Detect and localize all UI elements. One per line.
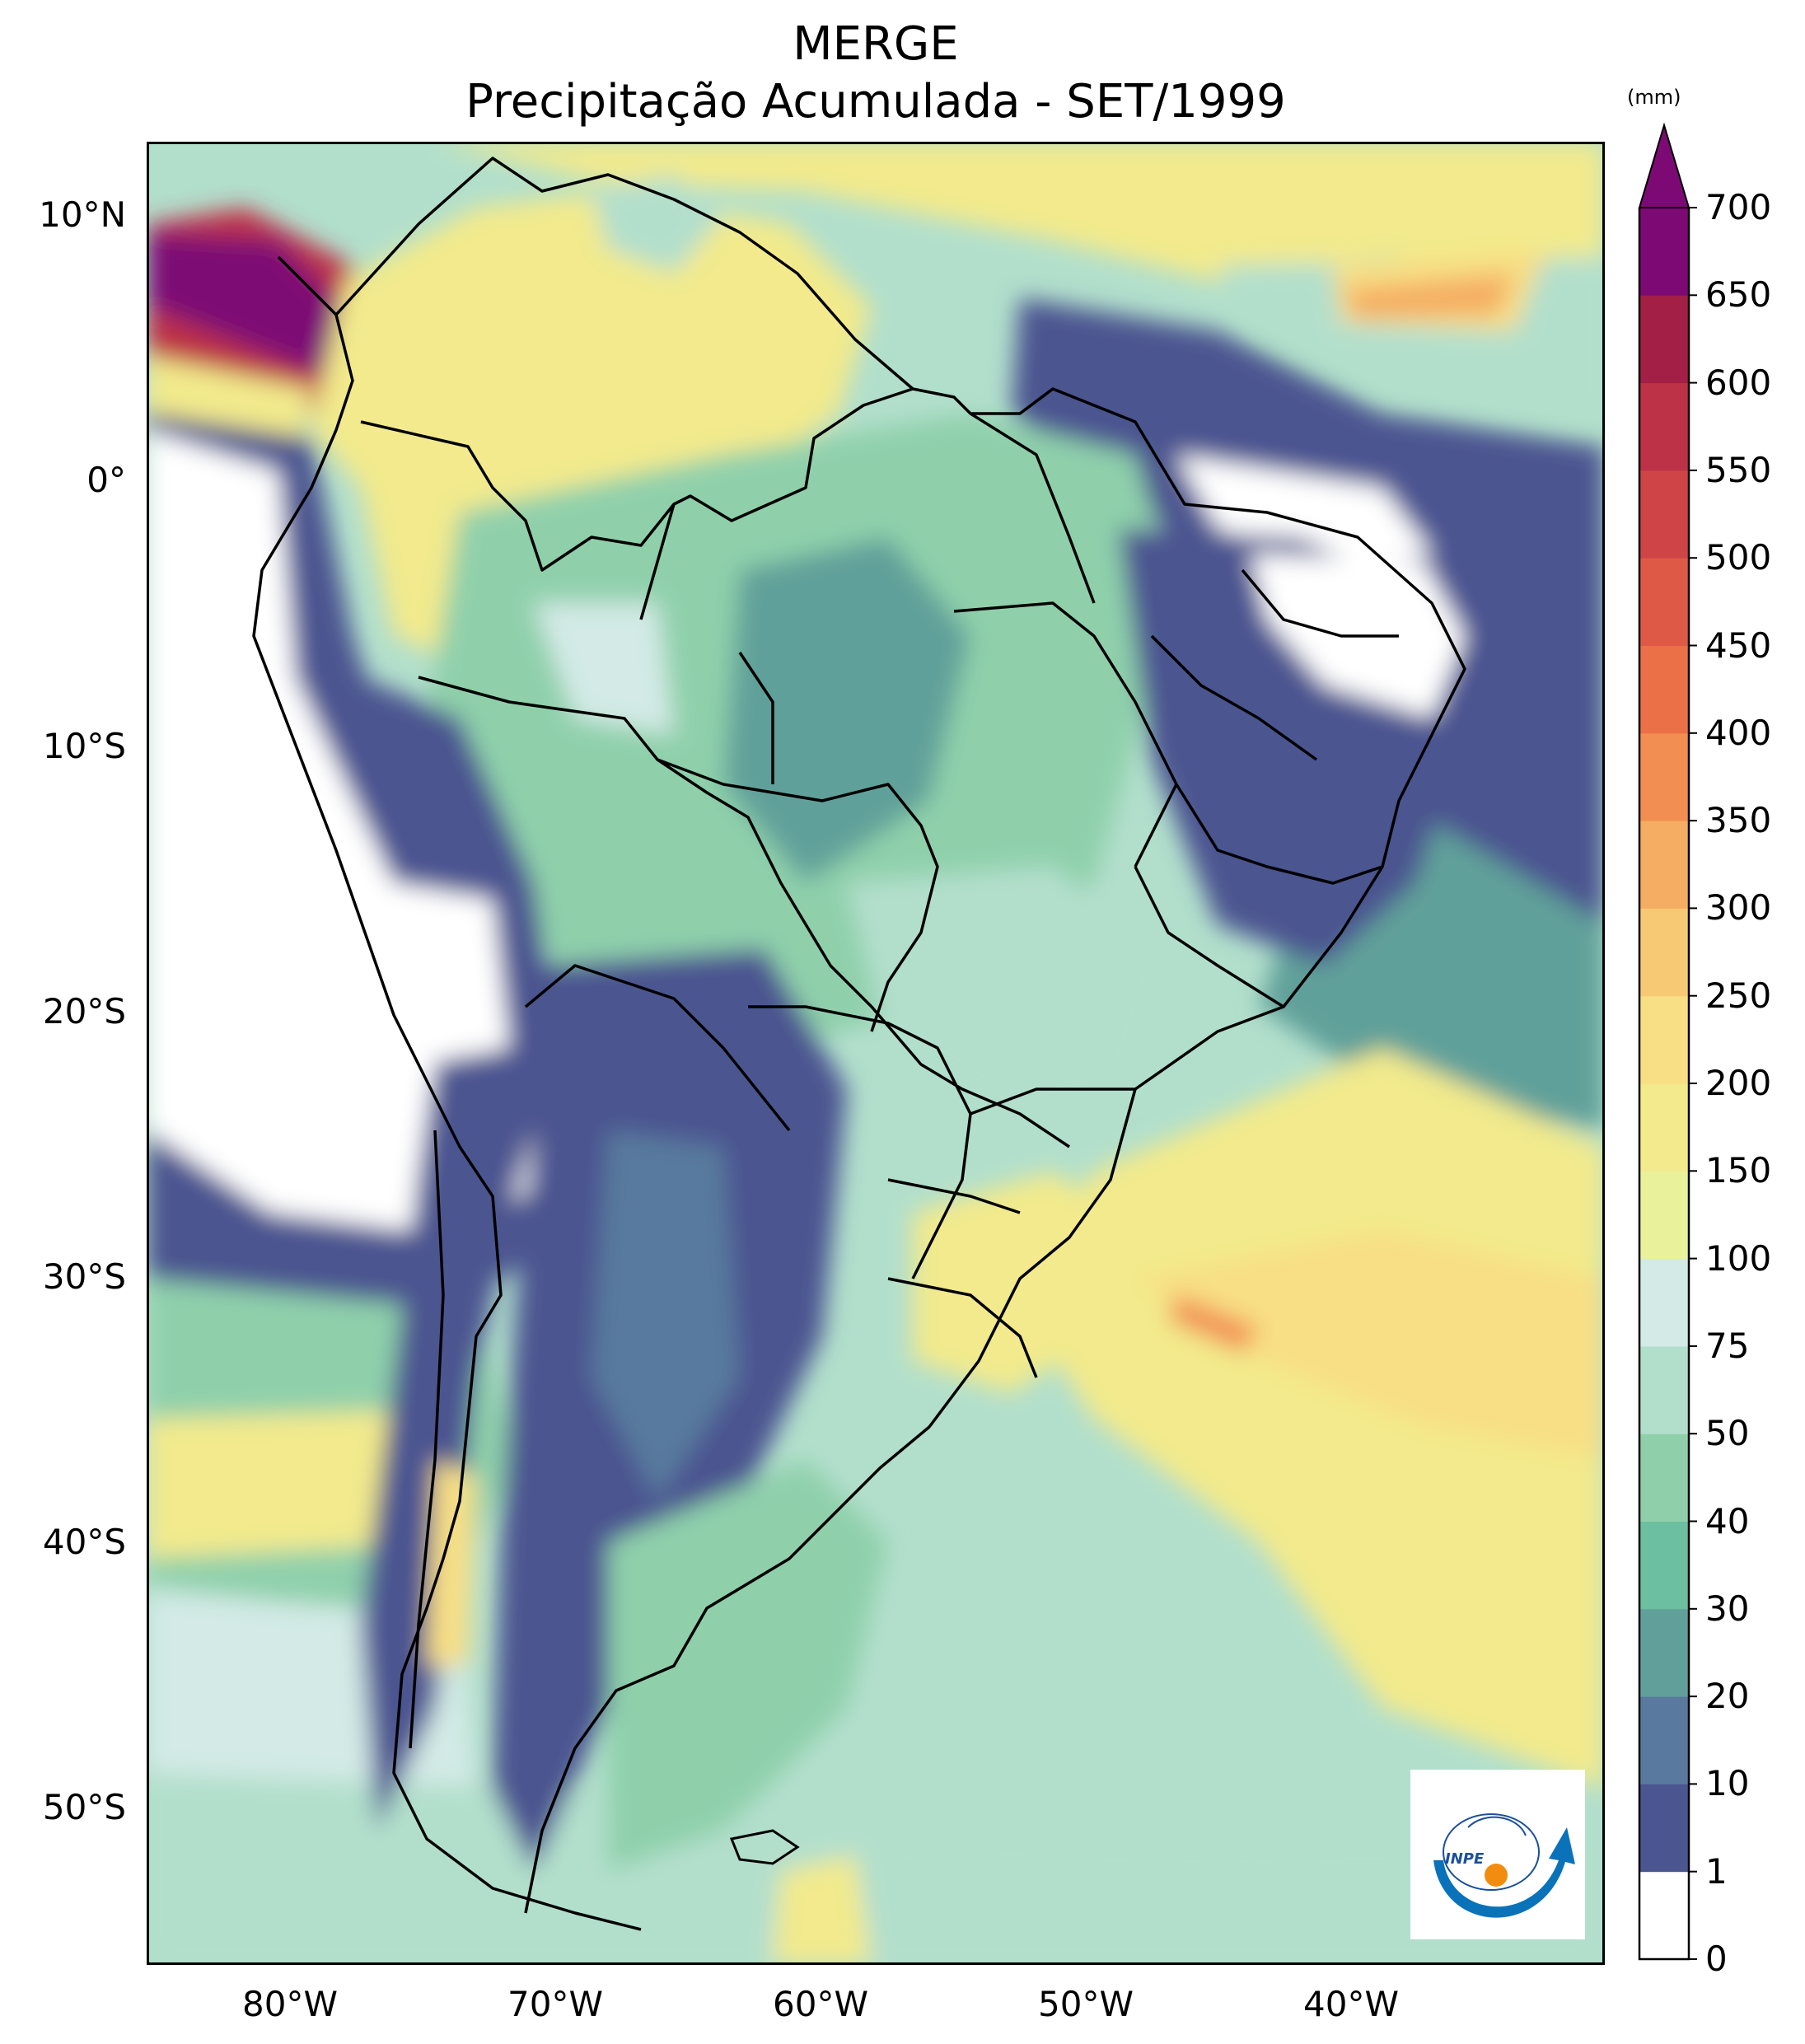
lat-label-50S: 50°S bbox=[42, 1787, 126, 1827]
colorbar-tick-label: 50 bbox=[1705, 1413, 1750, 1454]
colorbar-tick-label: 20 bbox=[1705, 1676, 1750, 1717]
colorbar-segment bbox=[1639, 908, 1689, 997]
colorbar-unit: (mm) bbox=[1627, 86, 1681, 109]
colorbar-segment bbox=[1639, 208, 1689, 296]
colorbar-tick-label: 300 bbox=[1705, 887, 1772, 928]
colorbar-segment bbox=[1639, 1608, 1689, 1697]
inpe-logo: INPE bbox=[1410, 1770, 1585, 1939]
colorbar-segment bbox=[1639, 1871, 1689, 1960]
colorbar-segment bbox=[1639, 470, 1689, 559]
country-borders bbox=[252, 157, 1466, 1931]
colorbar-segment bbox=[1639, 995, 1689, 1084]
colorbar-segment bbox=[1639, 1345, 1689, 1434]
colorbar-segment bbox=[1639, 1784, 1689, 1873]
lat-label-20S: 20°S bbox=[42, 991, 126, 1031]
map-frame bbox=[147, 142, 1605, 1965]
colorbar-segment bbox=[1639, 558, 1689, 646]
lat-label-0: 0° bbox=[87, 460, 126, 500]
lon-label-40W: 40°W bbox=[1303, 1984, 1399, 2024]
colorbar-segment bbox=[1639, 1696, 1689, 1784]
lat-label-10N: 10°N bbox=[39, 194, 126, 235]
colorbar-tick-label: 75 bbox=[1705, 1325, 1750, 1366]
colorbar-tick-label: 30 bbox=[1705, 1588, 1750, 1629]
colorbar-tick-label: 10 bbox=[1705, 1763, 1750, 1804]
colorbar-segment bbox=[1639, 295, 1689, 384]
colorbar-tick-label: 650 bbox=[1705, 274, 1772, 316]
colorbar-segment bbox=[1639, 1434, 1689, 1522]
colorbar-tick-label: 40 bbox=[1705, 1500, 1750, 1541]
lon-label-70W: 70°W bbox=[507, 1984, 603, 2024]
colorbar-segment bbox=[1639, 1258, 1689, 1347]
colorbar-segment bbox=[1639, 382, 1689, 471]
logo-text: INPE bbox=[1445, 1850, 1485, 1868]
precipitation-map: INPE bbox=[147, 142, 1605, 1965]
lon-label-60W: 60°W bbox=[773, 1984, 868, 2024]
colorbar-tick-label: 0 bbox=[1705, 1939, 1728, 1979]
colorbar bbox=[1638, 122, 1697, 1961]
map-title: MERGE bbox=[793, 17, 959, 71]
colorbar-segment bbox=[1639, 1083, 1689, 1172]
colorbar-tick-label: 400 bbox=[1705, 712, 1772, 753]
colorbar-segment bbox=[1639, 732, 1689, 821]
lon-label-80W: 80°W bbox=[242, 1984, 338, 2024]
colorbar-segment bbox=[1639, 1521, 1689, 1610]
colorbar-tick-label: 200 bbox=[1705, 1063, 1772, 1103]
lat-label-10S: 10°S bbox=[42, 726, 126, 766]
colorbar-segment bbox=[1639, 1171, 1689, 1260]
colorbar-extend-arrow bbox=[1638, 122, 1690, 208]
lat-label-40S: 40°S bbox=[42, 1522, 126, 1562]
lon-label-50W: 50°W bbox=[1038, 1984, 1134, 2024]
colorbar-tick-label: 1 bbox=[1705, 1850, 1728, 1892]
colorbar-tick-label: 350 bbox=[1705, 800, 1772, 841]
colorbar-tick-label: 700 bbox=[1705, 187, 1772, 227]
colorbar-segment bbox=[1639, 821, 1689, 909]
colorbar-tick-label: 150 bbox=[1705, 1150, 1772, 1191]
colorbar-segment bbox=[1639, 645, 1689, 734]
colorbar-tick-label: 250 bbox=[1705, 975, 1772, 1016]
colorbar-tick-label: 500 bbox=[1705, 537, 1772, 578]
map-subtitle: Precipitação Acumulada - SET/1999 bbox=[465, 75, 1286, 129]
colorbar-tick-label: 600 bbox=[1705, 362, 1772, 403]
colorbar-tick-label: 450 bbox=[1705, 624, 1772, 666]
lat-label-30S: 30°S bbox=[42, 1256, 126, 1297]
colorbar-tick-label: 100 bbox=[1705, 1237, 1772, 1279]
colorbar-tick-label: 550 bbox=[1705, 449, 1772, 490]
